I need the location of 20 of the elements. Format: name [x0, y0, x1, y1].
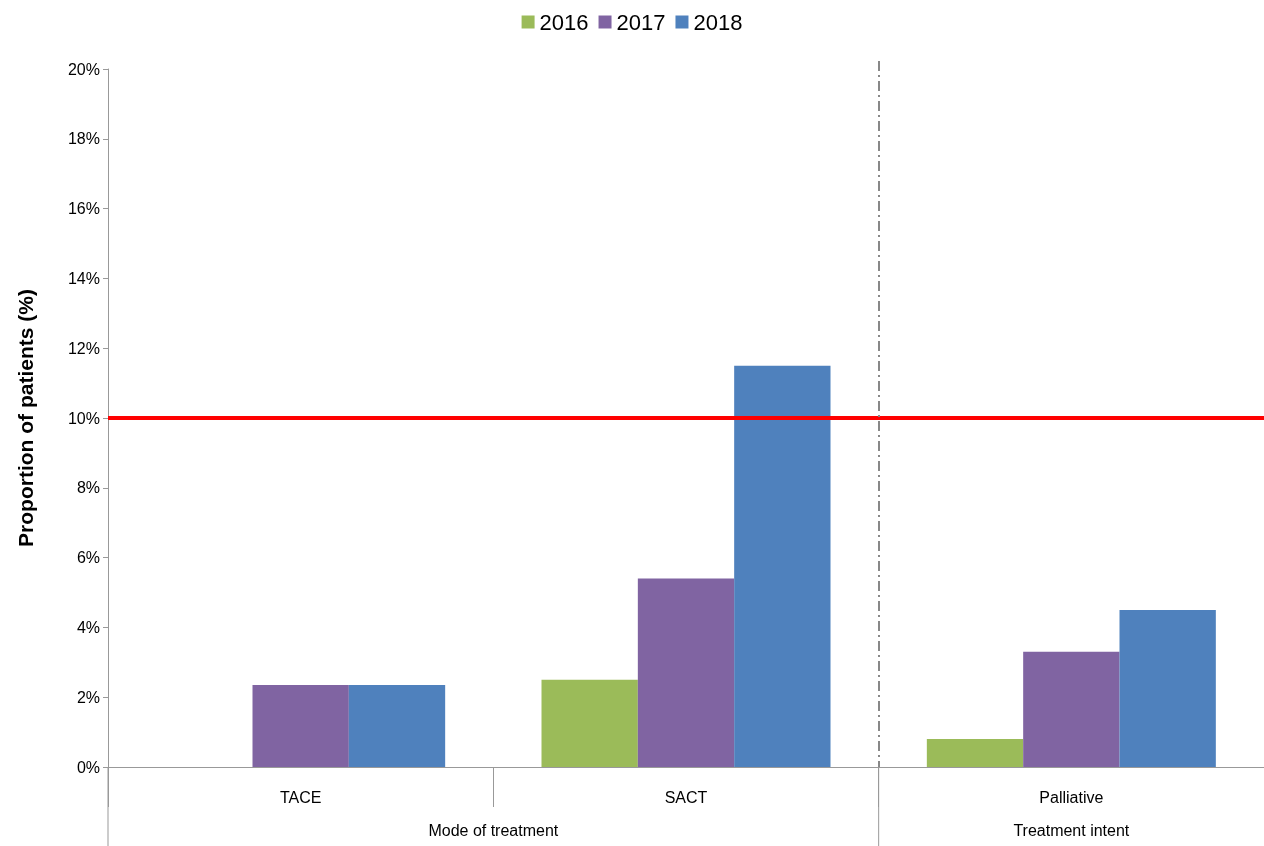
x-tick-label: TACE [279, 788, 322, 806]
text: Mode of treatment [428, 822, 559, 840]
text: Treatment intent [1013, 822, 1130, 840]
y-tick-label: 20% [67, 60, 100, 78]
x-tick-label: SACT [664, 788, 708, 806]
legend-label: 2016 [539, 9, 589, 35]
y-tick-label: 2% [76, 688, 100, 706]
y-tick-label: 16% [67, 200, 100, 218]
y-tick-label: 0% [76, 758, 100, 776]
y-tick-label: 12% [67, 339, 100, 357]
y-tick-label: 18% [67, 130, 100, 148]
legend-label: 2018 [693, 9, 743, 35]
legend-label: 2017 [616, 9, 666, 35]
y-tick-label: 14% [67, 269, 100, 287]
y-tick-label: 6% [76, 549, 100, 567]
y-tick-label: 8% [76, 479, 100, 497]
y-axis-title: Proportion of patients (%) [14, 289, 37, 547]
y-tick-label: 10% [67, 409, 100, 427]
y-tick-label: 4% [76, 618, 100, 636]
x-tick-label: Palliative [1039, 788, 1104, 806]
